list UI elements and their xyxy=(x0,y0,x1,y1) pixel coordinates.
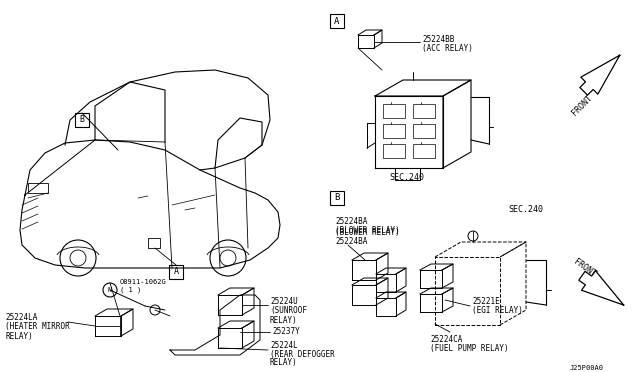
Text: A: A xyxy=(173,267,179,276)
Text: (REAR DEFOGGER: (REAR DEFOGGER xyxy=(270,350,335,359)
Bar xyxy=(383,144,405,158)
Text: 25224LA: 25224LA xyxy=(5,314,37,323)
Text: FRONT: FRONT xyxy=(570,93,594,117)
Bar xyxy=(413,104,435,118)
Text: O8911-1062G: O8911-1062G xyxy=(120,279,167,285)
Text: 25224L: 25224L xyxy=(270,340,298,350)
Text: RELAY): RELAY) xyxy=(5,331,33,340)
Text: RELAY): RELAY) xyxy=(270,315,298,324)
Text: A: A xyxy=(334,16,340,26)
Text: 25237Y: 25237Y xyxy=(272,327,300,337)
Bar xyxy=(413,144,435,158)
Text: 25224BA: 25224BA xyxy=(335,218,367,227)
Text: (HEATER MIRROR: (HEATER MIRROR xyxy=(5,323,70,331)
Text: 25221E: 25221E xyxy=(472,298,500,307)
Text: SEC.240: SEC.240 xyxy=(390,173,424,183)
Bar xyxy=(28,183,48,193)
Bar xyxy=(383,124,405,138)
Text: 25224BA: 25224BA xyxy=(335,237,367,247)
Text: (FUEL PUMP RELAY): (FUEL PUMP RELAY) xyxy=(430,344,509,353)
Text: SEC.240: SEC.240 xyxy=(508,205,543,215)
Text: (EGI RELAY): (EGI RELAY) xyxy=(472,307,523,315)
Text: J25P00A0: J25P00A0 xyxy=(570,365,604,371)
Text: 25224BB: 25224BB xyxy=(422,35,454,44)
Text: B: B xyxy=(334,193,340,202)
Text: RELAY): RELAY) xyxy=(270,359,298,368)
Text: (BLOWER RELAY): (BLOWER RELAY) xyxy=(335,227,400,235)
Bar xyxy=(75,113,89,127)
Text: 25224CA: 25224CA xyxy=(430,336,462,344)
Text: ( 1 ): ( 1 ) xyxy=(120,287,141,293)
Text: FRONT: FRONT xyxy=(572,257,598,279)
Text: N: N xyxy=(108,287,112,293)
Text: (BLOWER RELAY): (BLOWER RELAY) xyxy=(335,228,400,237)
Bar xyxy=(148,238,160,248)
Text: 25224U: 25224U xyxy=(270,298,298,307)
Text: (ACC RELAY): (ACC RELAY) xyxy=(422,44,473,52)
Bar xyxy=(330,191,344,205)
Bar xyxy=(169,265,183,279)
Bar xyxy=(383,104,405,118)
Text: (SUNROOF: (SUNROOF xyxy=(270,307,307,315)
Bar xyxy=(413,124,435,138)
Bar xyxy=(330,14,344,28)
Text: B: B xyxy=(79,115,84,125)
